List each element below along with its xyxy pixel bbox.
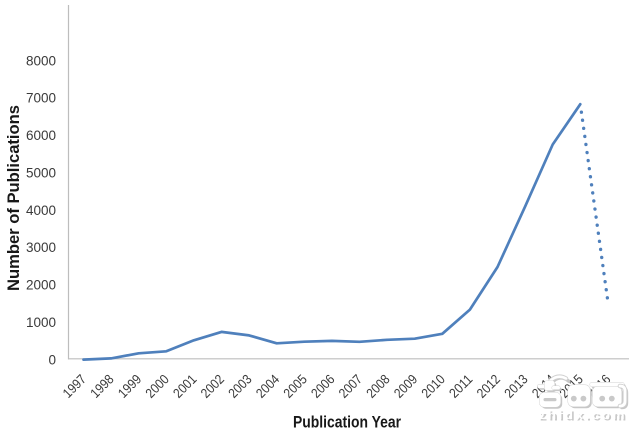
svg-text:3000: 3000 — [26, 240, 56, 255]
svg-text:1000: 1000 — [26, 315, 56, 330]
svg-text:4000: 4000 — [26, 203, 56, 218]
svg-text:1998: 1998 — [87, 372, 116, 401]
svg-text:1997: 1997 — [60, 372, 89, 401]
svg-text:1999: 1999 — [115, 372, 144, 401]
svg-text:zhidx.com: zhidx.com — [540, 410, 629, 424]
svg-text:8000: 8000 — [26, 53, 56, 68]
svg-text:2002: 2002 — [198, 372, 227, 401]
svg-text:2007: 2007 — [336, 372, 365, 401]
svg-text:2000: 2000 — [143, 372, 172, 401]
svg-text:2001: 2001 — [170, 372, 199, 401]
svg-text:Number of Publications: Number of Publications — [4, 105, 23, 291]
svg-text:2008: 2008 — [363, 372, 392, 401]
svg-text:zhidx.com: zhidx.com — [539, 408, 628, 422]
svg-text:2009: 2009 — [391, 372, 420, 401]
svg-text:2005: 2005 — [281, 372, 310, 401]
svg-text:2012: 2012 — [474, 372, 503, 401]
svg-text:0: 0 — [48, 352, 56, 367]
svg-text:2006: 2006 — [308, 372, 337, 401]
svg-text:6000: 6000 — [26, 128, 56, 143]
svg-text:2010: 2010 — [419, 372, 448, 401]
svg-text:5000: 5000 — [26, 165, 56, 180]
svg-text:2011: 2011 — [446, 372, 475, 401]
svg-text:2003: 2003 — [225, 372, 254, 401]
svg-text:2004: 2004 — [253, 371, 283, 401]
svg-text:7000: 7000 — [26, 91, 56, 106]
svg-text:2000: 2000 — [26, 278, 56, 293]
svg-text:2013: 2013 — [501, 372, 530, 401]
svg-text:Publication Year: Publication Year — [293, 413, 401, 432]
